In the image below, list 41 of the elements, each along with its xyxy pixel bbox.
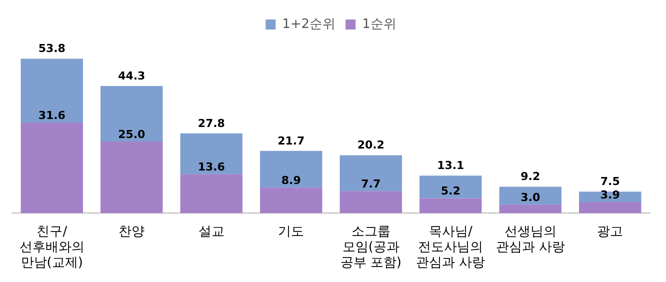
- total-label: 20.2: [357, 138, 384, 152]
- bar: [420, 198, 482, 214]
- total-label: 9.2: [520, 170, 540, 184]
- bar: [100, 86, 163, 142]
- total-label: 13.1: [437, 158, 464, 172]
- data-label: 31.6: [38, 108, 66, 122]
- x-tick-label: 선생님의 관심과 사랑: [496, 224, 565, 255]
- data-label: 13.6: [198, 160, 226, 174]
- bar: [260, 188, 322, 214]
- data-label: 3.0: [520, 190, 540, 204]
- bar: [20, 58, 83, 123]
- total-label: 21.7: [278, 134, 305, 148]
- x-tick-label: 친구/선후배와의 만남(교제): [19, 224, 84, 271]
- bar: [420, 176, 482, 198]
- total-label: 44.3: [118, 69, 146, 82]
- bar: [20, 122, 83, 214]
- total-label: 53.8: [38, 42, 66, 56]
- bar: [260, 150, 322, 188]
- bar: [180, 174, 242, 214]
- x-tick-label: 기도: [278, 224, 304, 240]
- bar: [579, 202, 642, 214]
- data-label: 8.9: [281, 174, 301, 188]
- bar: [499, 186, 562, 205]
- x-tick-label: 소그룹 모임(공과 공부 포함): [340, 224, 402, 271]
- bar: [340, 191, 402, 214]
- bar: [499, 204, 562, 214]
- x-tick-label: 광고: [597, 224, 624, 240]
- x-tick-label: 설교: [198, 224, 224, 240]
- bar: [340, 155, 402, 192]
- data-label: 7.7: [361, 177, 381, 190]
- total-label: 7.5: [600, 175, 620, 188]
- legend-label: 1+2순위: [282, 16, 336, 32]
- data-label: 3.9: [600, 188, 620, 202]
- data-label: 5.2: [440, 184, 460, 198]
- data-label: 25.0: [118, 128, 146, 141]
- legend-label: 1순위: [362, 16, 396, 32]
- x-tick-label: 찬양: [118, 224, 145, 240]
- bar: [100, 141, 163, 214]
- total-label: 27.8: [198, 116, 225, 130]
- x-tick-label: 목사님/전도사님의 관심과 사랑: [416, 224, 486, 271]
- bar: [180, 133, 242, 174]
